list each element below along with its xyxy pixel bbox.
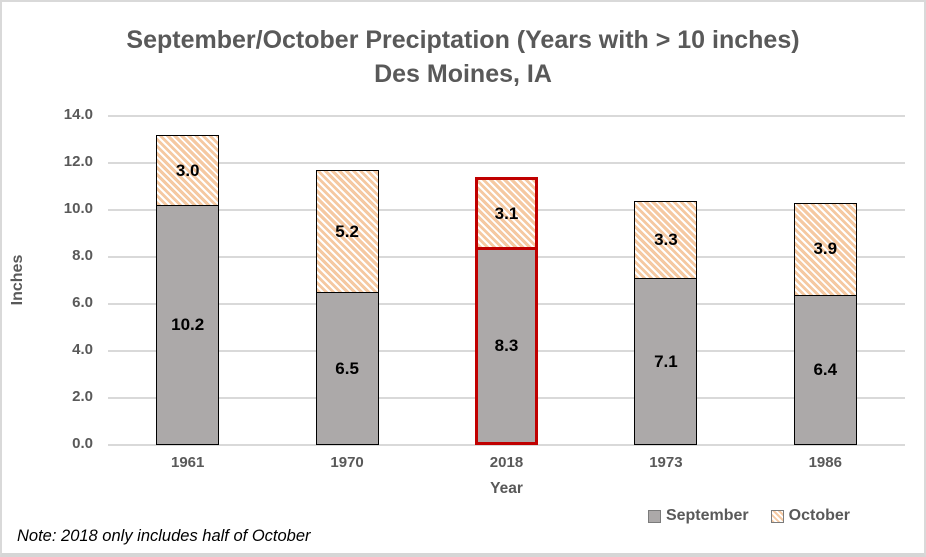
bar-value-label: 8.3 [494,335,519,355]
y-tick-label: 4.0 [72,341,93,358]
legend-item-september[interactable]: September [647,507,749,525]
bar-segment-september-1986[interactable]: 6.4 [793,294,857,445]
plot-area: 10.2 3.0 6.5 5.2 8.3 3.1 7.1 3.3 6.4 3.9 [108,115,905,446]
legend-swatch-september-icon [647,509,661,523]
y-tick-label: 0.0 [72,435,93,452]
bar-value-label: 3.9 [813,239,838,259]
x-axis-title: Year [490,480,523,497]
bar-segment-september-1973[interactable]: 7.1 [634,278,698,445]
bar-value-label: 10.2 [171,315,205,335]
bar-segment-october-1970[interactable]: 5.2 [315,170,379,293]
x-tick-label: 1961 [171,454,205,471]
gridline [108,115,905,117]
legend: September October [647,507,850,525]
chart-title-line1: September/October Preciptation (Years wi… [126,26,800,54]
note-text: Note: 2018 only includes half of October [17,527,311,545]
y-tick-label: 10.0 [63,200,93,217]
legend-item-october[interactable]: October [770,507,850,525]
bar-segment-october-2018[interactable]: 3.1 [475,177,538,250]
y-tick-label: 2.0 [72,388,93,405]
bar-value-label: 6.4 [813,359,838,379]
bar-segment-october-1961[interactable]: 3.0 [156,134,220,206]
bar-segment-september-1961[interactable]: 10.2 [156,205,220,445]
x-tick-label: 2018 [489,454,524,471]
bar-segment-september-1970[interactable]: 6.5 [315,292,379,445]
x-tick-label: 1986 [808,454,842,471]
y-tick-label: 6.0 [72,294,93,311]
y-tick-label: 14.0 [63,106,93,123]
chart-title-line2: Des Moines, IA [374,60,552,88]
y-tick-label: 8.0 [72,247,93,264]
bar-value-label: 5.2 [335,221,359,241]
bar-value-label: 3.0 [175,160,200,180]
y-tick-label: 12.0 [63,153,93,170]
bar-value-label: 3.1 [494,203,519,223]
y-axis-ticks: 0.0 2.0 4.0 6.0 8.0 10.0 12.0 14.0 [2,106,97,452]
legend-swatch-october-icon [770,509,784,523]
x-tick-label: 1973 [649,454,683,471]
legend-label-september: September [665,507,749,524]
bar-value-label: 3.3 [654,229,678,249]
chart-title: September/October Preciptation (Years wi… [2,23,924,91]
gridline [108,162,905,164]
bar-segment-october-1986[interactable]: 3.9 [793,202,857,295]
bar-value-label: 6.5 [335,358,359,378]
bar-segment-september-2018[interactable]: 8.3 [475,249,538,445]
x-tick-label: 1970 [330,454,364,471]
gridline [108,444,905,446]
x-axis-ticks: 1961 1970 2018 1973 1986 [108,454,905,474]
legend-label-october: October [788,507,850,524]
bar-value-label: 7.1 [654,351,678,371]
bar-segment-october-1973[interactable]: 3.3 [634,200,698,279]
